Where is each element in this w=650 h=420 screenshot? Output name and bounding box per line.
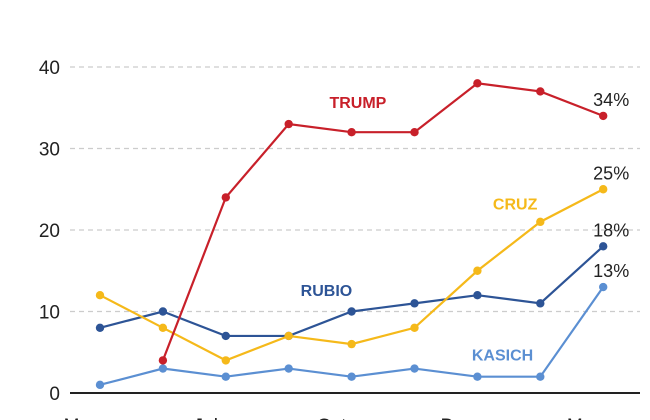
data-point-rubio	[95, 323, 105, 332]
data-point-cruz	[347, 339, 356, 349]
data-point-kasich	[347, 372, 356, 381]
data-point-rubio	[158, 307, 168, 316]
end-value-label: 18%	[593, 220, 629, 240]
data-point-rubio	[347, 307, 356, 316]
data-point-cruz	[221, 356, 230, 365]
data-point-kasich	[473, 372, 482, 381]
data-point-trump	[347, 128, 356, 137]
x-tick-label: Jul	[194, 416, 218, 420]
data-point-cruz	[95, 291, 105, 300]
data-point-rubio	[536, 299, 545, 308]
series-name-label: TRUMP	[329, 95, 386, 112]
series-name-label: RUBIO	[301, 283, 353, 300]
x-tick-label: Oct	[317, 416, 347, 420]
data-point-cruz	[473, 266, 482, 275]
data-point-cruz	[536, 217, 545, 227]
data-point-trump	[536, 87, 545, 96]
y-tick-label: 10	[39, 303, 60, 324]
y-tick-label: 0	[49, 384, 60, 405]
data-point-cruz	[410, 323, 419, 332]
series-line-trump	[161, 82, 604, 361]
data-point-trump	[284, 119, 293, 129]
data-point-rubio	[599, 242, 608, 251]
data-point-kasich	[95, 380, 105, 390]
data-point-kasich	[284, 364, 293, 373]
data-point-rubio	[221, 331, 230, 341]
series-name-label: CRUZ	[493, 197, 538, 214]
data-point-trump	[410, 128, 419, 137]
data-point-cruz	[284, 331, 293, 341]
x-tick-label: Mar	[64, 416, 97, 420]
data-point-kasich	[221, 372, 230, 381]
data-point-trump	[599, 111, 608, 121]
series-line-cruz	[99, 188, 604, 362]
data-point-kasich	[536, 372, 545, 381]
data-point-trump	[158, 356, 168, 365]
data-point-rubio	[473, 291, 482, 300]
data-point-rubio	[410, 299, 419, 308]
y-tick-label: 20	[39, 221, 60, 242]
end-value-label: 25%	[593, 163, 629, 183]
data-point-trump	[473, 79, 482, 88]
x-tick-label: Dec	[441, 416, 475, 420]
end-value-label: 13%	[593, 261, 629, 281]
data-point-cruz	[158, 323, 168, 332]
data-point-kasich	[410, 364, 419, 373]
data-point-kasich	[599, 282, 608, 292]
end-value-label: 34%	[593, 90, 629, 110]
x-tick-label: Mar	[567, 416, 600, 420]
series-name-label: KASICH	[472, 347, 533, 364]
y-tick-label: 30	[39, 140, 60, 161]
data-point-kasich	[158, 364, 168, 373]
data-point-trump	[221, 193, 230, 202]
y-tick-label: 40	[39, 58, 60, 79]
data-point-cruz	[599, 185, 608, 194]
